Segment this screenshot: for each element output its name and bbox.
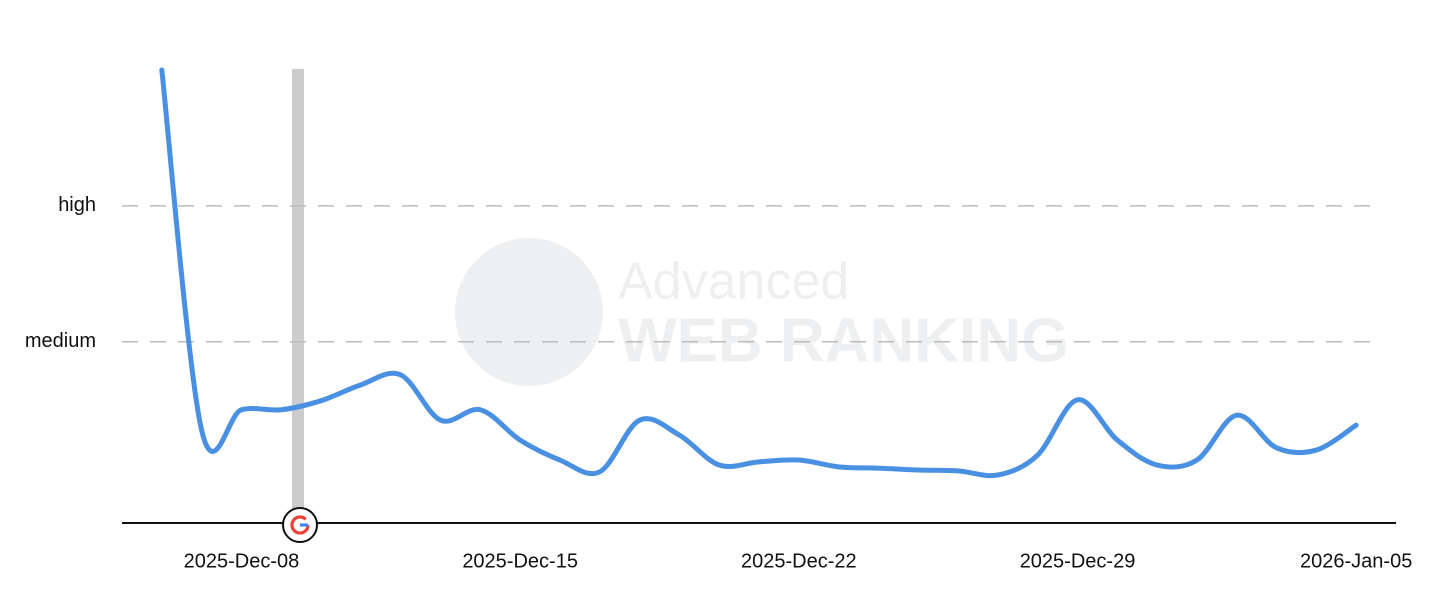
watermark-text: Advanced (618, 253, 849, 311)
x-tick-label: 2025-Dec-29 (1020, 550, 1136, 572)
line (159, 67, 1359, 479)
x-tick-label: 2026-Jan-05 (1300, 550, 1412, 572)
x-tick-label: 2025-Dec-22 (741, 550, 857, 572)
watermark-text: WEB RANKING (618, 306, 1069, 375)
x-tick-label: 2025-Dec-15 (462, 550, 578, 572)
watermark: Advanced WEB RANKING (455, 238, 1069, 386)
event-band (292, 69, 304, 523)
y-tick-label: medium (25, 330, 96, 352)
x-tick-label: 2025-Dec-08 (184, 550, 300, 572)
plot: medium high 2025-Dec-08 2025-Dec-15 2025-Dec… (25, 67, 1412, 572)
watermark-globe (455, 238, 603, 386)
y-tick-label: high (58, 194, 96, 216)
google-marker (282, 507, 318, 543)
marker-icon (290, 515, 310, 535)
